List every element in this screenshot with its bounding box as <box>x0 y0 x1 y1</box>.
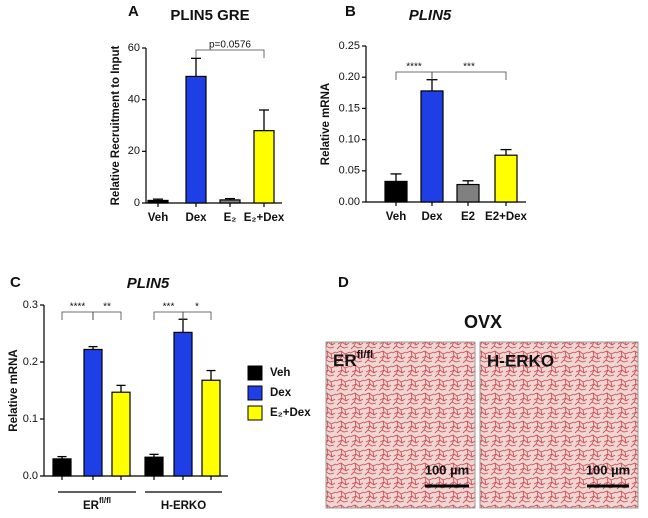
panel-letter: C <box>10 274 21 291</box>
bar <box>456 183 480 203</box>
panel-letter: B <box>345 3 356 20</box>
x-tick-label: Veh <box>148 212 168 224</box>
y-tick-label: 0.15 <box>339 102 360 114</box>
significance-label: ** <box>103 302 111 313</box>
legend-swatch <box>247 385 263 401</box>
group-label-sup: fl/fl <box>99 496 111 505</box>
bar <box>173 331 193 477</box>
y-tick-label: 0.25 <box>339 40 360 52</box>
panel-letter: A <box>128 3 139 20</box>
y-axis-label: Relative mRNA <box>320 83 332 165</box>
image-label-sup: fl/fl <box>357 349 374 361</box>
y-tick-label: 60 <box>128 42 140 54</box>
bar <box>111 391 131 477</box>
y-tick-label: 0.3 <box>23 299 38 311</box>
x-tick-label: E2 <box>461 211 475 223</box>
bar <box>185 75 207 204</box>
histology-image <box>325 341 476 509</box>
group-label-base: ER <box>83 500 100 512</box>
chart-title: PLIN5 GRE <box>170 7 249 24</box>
image-label: ERfl/fl <box>333 349 373 371</box>
y-tick-label: 0.05 <box>339 165 360 177</box>
significance-label: *** <box>163 302 175 313</box>
legend-swatch <box>247 365 263 381</box>
histology-image <box>479 341 639 509</box>
bar <box>384 180 408 203</box>
significance-bracket <box>182 311 212 320</box>
significance-bracket <box>92 311 122 320</box>
panel-title: OVX <box>464 312 502 332</box>
legend-swatch <box>247 405 263 421</box>
significance-label: p=0.0576 <box>209 40 251 51</box>
bar <box>494 154 518 203</box>
chart-title: PLIN5 <box>409 7 452 24</box>
y-tick-label: 0.0 <box>23 470 38 482</box>
group-label: H-ERKO <box>161 500 206 512</box>
bar <box>253 130 275 204</box>
bar <box>52 458 72 477</box>
y-tick-label: 0.20 <box>339 71 360 83</box>
legend-label: E₂+Dex <box>270 407 311 419</box>
significance-label: **** <box>406 62 422 73</box>
group-label-base: H-ERKO <box>161 500 206 512</box>
x-tick-label: E2+Dex <box>485 211 527 223</box>
significance-bracket <box>395 71 433 80</box>
x-tick-label: Dex <box>185 212 207 224</box>
significance-bracket <box>195 49 265 58</box>
significance-label: **** <box>70 302 86 313</box>
x-tick-label: Veh <box>386 211 406 223</box>
scale-bar-label: 100 µm <box>425 462 469 477</box>
bar <box>144 456 164 477</box>
x-tick-label: E₂ <box>224 212 237 224</box>
bar <box>147 199 169 204</box>
significance-label: * <box>195 302 199 313</box>
scale-bar-label: 100 µm <box>586 462 630 477</box>
legend-label: Dex <box>270 387 292 399</box>
significance-bracket <box>61 311 94 320</box>
image-label-base: ER <box>333 351 357 370</box>
significance-bracket <box>431 71 507 80</box>
x-tick-label: Dex <box>421 211 443 223</box>
y-tick-label: 40 <box>128 94 140 106</box>
y-tick-label: 20 <box>128 145 140 157</box>
bar <box>420 90 444 203</box>
y-axis-label: Relative Recruitment to Input <box>110 45 122 205</box>
bar <box>201 379 221 477</box>
image-label: H-ERKO <box>487 351 554 370</box>
panel-letter: D <box>338 274 349 291</box>
group-label: ERfl/fl <box>83 496 111 512</box>
chart-title: PLIN5 <box>127 275 170 292</box>
bar <box>219 199 241 204</box>
x-tick-label: E₂+Dex <box>244 212 285 224</box>
y-axis-label: Relative mRNA <box>8 349 20 431</box>
y-tick-label: 0 <box>134 197 140 209</box>
y-tick-label: 0.2 <box>23 356 38 368</box>
bar <box>83 348 103 477</box>
y-tick-label: 0.1 <box>23 413 38 425</box>
y-tick-label: 0.00 <box>339 196 360 208</box>
legend-label: Veh <box>270 367 290 379</box>
significance-label: *** <box>463 62 475 73</box>
y-tick-label: 0.10 <box>339 134 360 146</box>
